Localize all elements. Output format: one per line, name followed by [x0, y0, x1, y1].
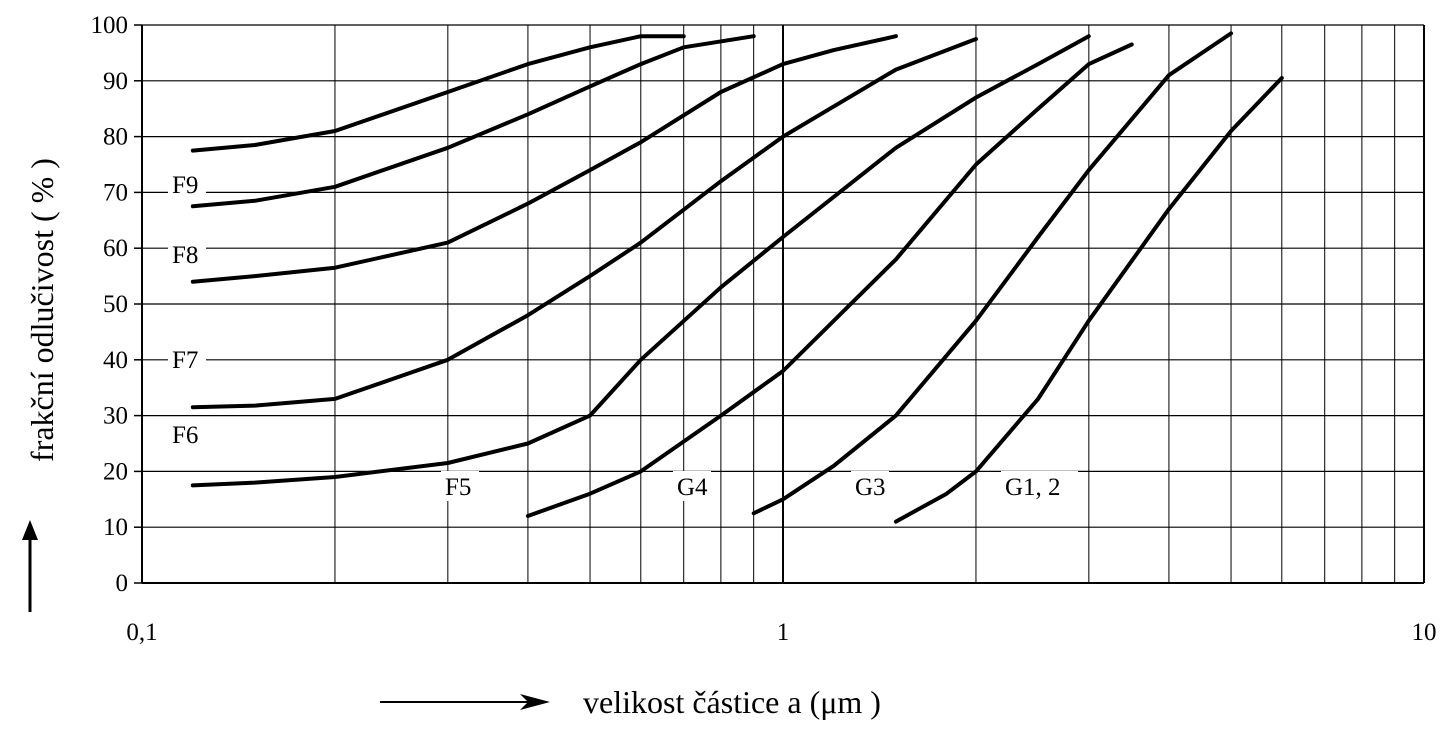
curve-label-bg — [168, 344, 206, 374]
grid — [141, 24, 1425, 584]
y-tick-label: 70 — [103, 179, 128, 206]
curve-label-bg — [851, 471, 889, 501]
y-tick-label: 60 — [103, 235, 128, 262]
x-tick-label: 10 — [1412, 619, 1437, 646]
curve-label: F8 — [172, 242, 198, 269]
y-tick-label: 100 — [91, 12, 129, 39]
y-axis-ticks: 0 10 20 30 40 50 60 70 80 90 100 — [91, 12, 142, 597]
y-tick-label: 80 — [103, 124, 128, 151]
curve-f6 — [190, 37, 978, 410]
curve-label: F9 — [172, 172, 198, 199]
curve-label: F7 — [172, 347, 198, 374]
curve-label-bg — [168, 419, 206, 449]
curve-label: F6 — [172, 422, 198, 449]
x-tick-label: 0,1 — [126, 619, 157, 646]
x-axis-arrowhead — [520, 694, 550, 710]
curve-f7 — [190, 34, 898, 284]
y-tick-label: 10 — [103, 514, 128, 541]
curve-labels: F9 F8 F7 F6 F5 G4 G3 G1, 2 — [168, 169, 1078, 501]
x-axis-ticks: 0,1 1 10 — [126, 619, 1436, 646]
x-tick-label: 1 — [777, 619, 790, 646]
curve-f5 — [190, 34, 1091, 488]
curve-g12 — [893, 76, 1284, 524]
curve-g4 — [525, 42, 1134, 518]
y-tick-label: 50 — [103, 291, 128, 318]
curve-f9 — [190, 34, 686, 153]
curves — [190, 31, 1284, 524]
curve-label-bg — [168, 169, 206, 199]
curve-f8 — [190, 34, 756, 209]
curve-label-bg — [441, 471, 479, 501]
y-tick-label: 30 — [103, 403, 128, 430]
curve-label: G3 — [855, 474, 886, 501]
y-tick-label: 20 — [103, 458, 128, 485]
curve-label: G4 — [677, 474, 708, 501]
x-axis-title: velikost částice a (μm ) — [583, 684, 881, 720]
curve-label-bg — [1001, 471, 1078, 501]
y-axis-title: frakční odlučivost ( % ) — [24, 158, 60, 462]
curve-label: G1, 2 — [1005, 474, 1061, 501]
y-tick-label: 90 — [103, 68, 128, 95]
y-tick-label: 40 — [103, 347, 128, 374]
y-axis-arrowhead — [22, 520, 38, 540]
curve-label-bg — [673, 471, 711, 501]
curve-label: F5 — [445, 474, 471, 501]
curve-g3 — [751, 31, 1233, 516]
y-axis-title-group: frakční odlučivost ( % ) — [22, 158, 60, 612]
y-tick-label: 0 — [116, 570, 129, 597]
x-axis-title-group: velikost částice a (μm ) — [380, 684, 881, 720]
curve-label-bg — [168, 239, 206, 269]
